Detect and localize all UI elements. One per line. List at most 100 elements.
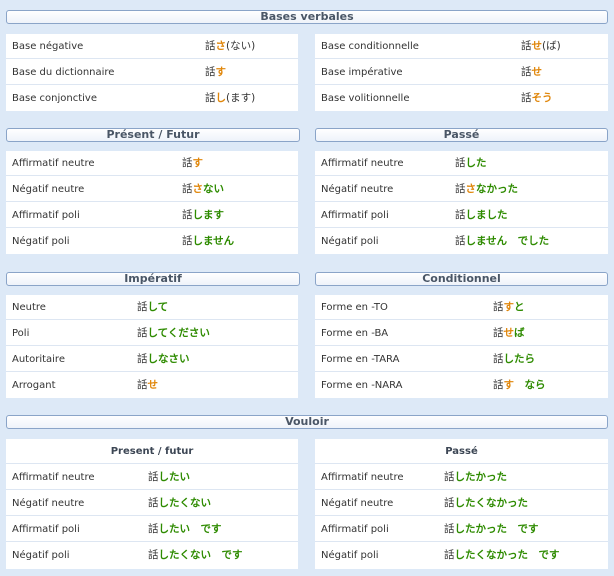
row-label: Forme en -TARA <box>321 354 400 365</box>
row-value: 話したかった です <box>444 523 539 535</box>
row-value: 話しました <box>455 209 508 221</box>
row-value: 話さ(ない) <box>205 40 256 52</box>
row-label: Base conditionnelle <box>321 41 419 52</box>
row-label: Négatif neutre <box>12 498 85 509</box>
row-value: 話す <box>205 66 226 78</box>
table-row: Affirmatif poli 話します <box>6 203 298 228</box>
row-label: Affirmatif poli <box>12 210 80 221</box>
row-label: Négatif neutre <box>321 498 394 509</box>
row-value: 話す <box>182 157 203 169</box>
row-label: Autoritaire <box>12 354 65 365</box>
row-label: Négatif poli <box>321 550 379 561</box>
row-value: 話したくなかった です <box>444 549 560 561</box>
table-row: Négatif neutre 話さなかった <box>315 177 608 202</box>
table-row: Autoritaire 話しなさい <box>6 347 298 372</box>
table-row: Base conjonctive 話し(ます) <box>6 86 298 111</box>
table-vouloir-present: Present / futur Affirmatif neutre 話したい N… <box>6 439 298 569</box>
table-row: Forme en -TARA 話したら <box>315 347 608 372</box>
row-value: 話したい です <box>148 523 222 535</box>
section-header-conditionnel: Conditionnel <box>315 272 608 286</box>
row-value: 話した <box>455 157 487 169</box>
row-label: Affirmatif neutre <box>12 158 95 169</box>
row-label: Forme en -TO <box>321 302 388 313</box>
row-label: Base volitionnelle <box>321 93 410 104</box>
row-value: 話して <box>137 301 169 313</box>
row-value: 話したら <box>493 353 535 365</box>
table-row: Base négative 話さ(ない) <box>6 34 298 59</box>
row-value: 話す なら <box>493 379 546 391</box>
row-label: Arrogant <box>12 380 56 391</box>
row-value: 話そう <box>521 92 553 104</box>
row-label: Affirmatif neutre <box>321 158 404 169</box>
row-label: Affirmatif neutre <box>12 472 95 483</box>
table-row: Base impérative 話せ <box>315 60 608 85</box>
table-row: Affirmatif neutre 話したかった <box>315 465 608 490</box>
table-row: Négatif poli 話しません でした <box>315 229 608 254</box>
section-header-imperatif: Impératif <box>6 272 300 286</box>
row-value: 話したくない です <box>148 549 243 561</box>
table-bases-right: Base conditionnelle 話せ(ば) Base impérativ… <box>315 34 608 111</box>
table-passe: Affirmatif neutre 話した Négatif neutre 話さな… <box>315 151 608 254</box>
row-label: Base conjonctive <box>12 93 97 104</box>
section-header-vouloir: Vouloir <box>6 415 608 429</box>
row-value: 話したかった <box>444 471 507 483</box>
table-row: Affirmatif poli 話したい です <box>6 517 298 542</box>
row-value: 話せば <box>493 327 525 339</box>
table-subtitle: Present / futur <box>6 439 298 464</box>
table-bases-left: Base négative 話さ(ない) Base du dictionnair… <box>6 34 298 111</box>
row-label: Négatif neutre <box>321 184 394 195</box>
row-value: 話してください <box>137 327 210 339</box>
table-row: Affirmatif poli 話しました <box>315 203 608 228</box>
row-label: Négatif poli <box>321 236 379 247</box>
row-label: Affirmatif neutre <box>321 472 404 483</box>
table-row: Négatif neutre 話したくなかった <box>315 491 608 516</box>
table-row: Base conditionnelle 話せ(ば) <box>315 34 608 59</box>
table-subtitle: Passé <box>315 439 608 464</box>
table-row: Forme en -TO 話すと <box>315 295 608 320</box>
row-label: Base négative <box>12 41 84 52</box>
row-label: Négatif poli <box>12 550 70 561</box>
row-value: 話せ(ば) <box>521 40 561 52</box>
table-row: Forme en -NARA 話す なら <box>315 373 608 398</box>
row-value: 話さない <box>182 183 224 195</box>
table-row: Négatif poli 話したくない です <box>6 543 298 568</box>
row-label: Affirmatif poli <box>321 210 389 221</box>
row-label: Négatif neutre <box>12 184 85 195</box>
row-value: 話したくない <box>148 497 211 509</box>
row-value: 話しません でした <box>455 235 550 247</box>
row-label: Affirmatif poli <box>321 524 389 535</box>
row-value: 話さなかった <box>455 183 518 195</box>
table-row: Forme en -BA 話せば <box>315 321 608 346</box>
table-row: Négatif neutre 話さない <box>6 177 298 202</box>
row-value: 話すと <box>493 301 525 313</box>
row-label: Neutre <box>12 302 46 313</box>
section-header-present: Présent / Futur <box>6 128 300 142</box>
table-row: Affirmatif neutre 話した <box>315 151 608 176</box>
table-conditionnel: Forme en -TO 話すと Forme en -BA 話せば Forme … <box>315 295 608 398</box>
table-row: Arrogant 話せ <box>6 373 298 398</box>
table-row: Négatif neutre 話したくない <box>6 491 298 516</box>
table-row: Affirmatif neutre 話したい <box>6 465 298 490</box>
row-value: 話せ <box>521 66 542 78</box>
table-row: Affirmatif neutre 話す <box>6 151 298 176</box>
table-vouloir-passe: Passé Affirmatif neutre 話したかった Négatif n… <box>315 439 608 569</box>
row-label: Forme en -NARA <box>321 380 403 391</box>
row-label: Base impérative <box>321 67 403 78</box>
row-value: 話しなさい <box>137 353 190 365</box>
row-label: Affirmatif poli <box>12 524 80 535</box>
section-header-passe: Passé <box>315 128 608 142</box>
table-row: Poli 話してください <box>6 321 298 346</box>
row-value: 話し(ます) <box>205 92 256 104</box>
table-row: Base volitionnelle 話そう <box>315 86 608 111</box>
table-imperatif: Neutre 話して Poli 話してください Autoritaire 話しなさ… <box>6 295 298 398</box>
row-value: 話しません <box>182 235 235 247</box>
table-row: Base du dictionnaire 話す <box>6 60 298 85</box>
section-header-bases: Bases verbales <box>6 10 608 24</box>
table-row: Neutre 話して <box>6 295 298 320</box>
row-label: Négatif poli <box>12 236 70 247</box>
row-value: 話したい <box>148 471 190 483</box>
table-present: Affirmatif neutre 話す Négatif neutre 話さない… <box>6 151 298 254</box>
table-row: Négatif poli 話したくなかった です <box>315 543 608 568</box>
row-label: Poli <box>12 328 30 339</box>
row-label: Forme en -BA <box>321 328 389 339</box>
